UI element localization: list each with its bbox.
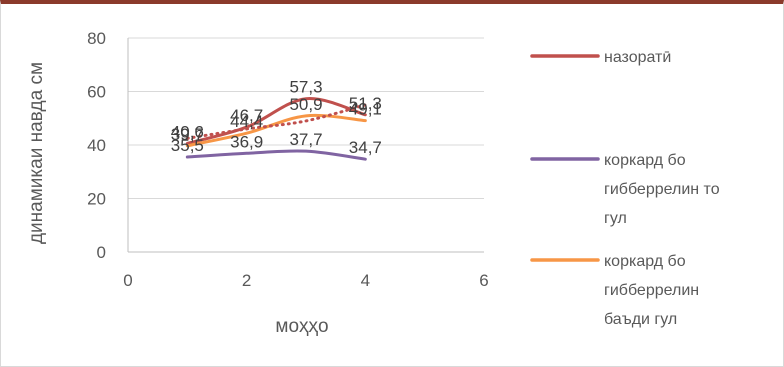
y-axis-title: динамикаи навда см bbox=[26, 62, 47, 244]
gridlines bbox=[128, 37, 484, 253]
x-tick-label: 6 bbox=[479, 271, 488, 290]
legend-label: коркард бо bbox=[604, 152, 686, 169]
x-tick-label: 4 bbox=[361, 271, 370, 290]
y-tick-label: 80 bbox=[87, 29, 106, 48]
data-label: 36,9 bbox=[230, 132, 263, 151]
data-label: 50,9 bbox=[289, 95, 322, 114]
legend-label: гул bbox=[604, 210, 627, 227]
data-label: 44,4 bbox=[230, 112, 263, 131]
legend-label: назоратӣ bbox=[604, 49, 671, 66]
x-tick-label: 2 bbox=[242, 271, 251, 290]
data-label: 34,7 bbox=[349, 138, 382, 157]
y-tick-label: 20 bbox=[87, 190, 106, 209]
data-label: 40,6 bbox=[171, 122, 204, 141]
series-line-0 bbox=[185, 97, 367, 145]
legend-label: коркард бо bbox=[604, 253, 686, 270]
data-label: 51,3 bbox=[349, 94, 382, 113]
legend-label: гибберрелин то bbox=[604, 181, 720, 198]
y-tick-label: 0 bbox=[97, 243, 106, 262]
x-tick-label: 0 bbox=[123, 271, 132, 290]
data-label: 35,5 bbox=[171, 136, 204, 155]
data-labels: 40,6 46,7 57,3 51,3 35,5 36,9 37,7 34,7 39,7 44,4… bbox=[171, 78, 382, 157]
tick-labels: 0 20 40 60 80 0 2 4 6 bbox=[87, 29, 489, 290]
axis-titles: моҳҳо динамикаи навда см bbox=[26, 62, 329, 337]
data-label: 57,3 bbox=[289, 78, 322, 97]
legend-label: гибберрелин bbox=[604, 282, 699, 299]
x-axis-title: моҳҳо bbox=[275, 316, 328, 337]
data-label: 37,7 bbox=[289, 130, 322, 149]
y-tick-label: 40 bbox=[87, 136, 106, 155]
y-tick-label: 60 bbox=[87, 83, 106, 102]
legend: назоратӣ коркард бо гибберрелин то гул корка… bbox=[530, 49, 720, 328]
data-label: 39,7 bbox=[171, 125, 204, 144]
series-line-1 bbox=[185, 149, 367, 161]
data-label: 46,7 bbox=[230, 106, 263, 125]
data-label: 49,1 bbox=[349, 100, 382, 119]
legend-label: баъди гул bbox=[604, 311, 677, 328]
series-lines bbox=[185, 97, 367, 161]
series-line-2 bbox=[185, 113, 367, 148]
trendline-dotted bbox=[185, 103, 367, 140]
